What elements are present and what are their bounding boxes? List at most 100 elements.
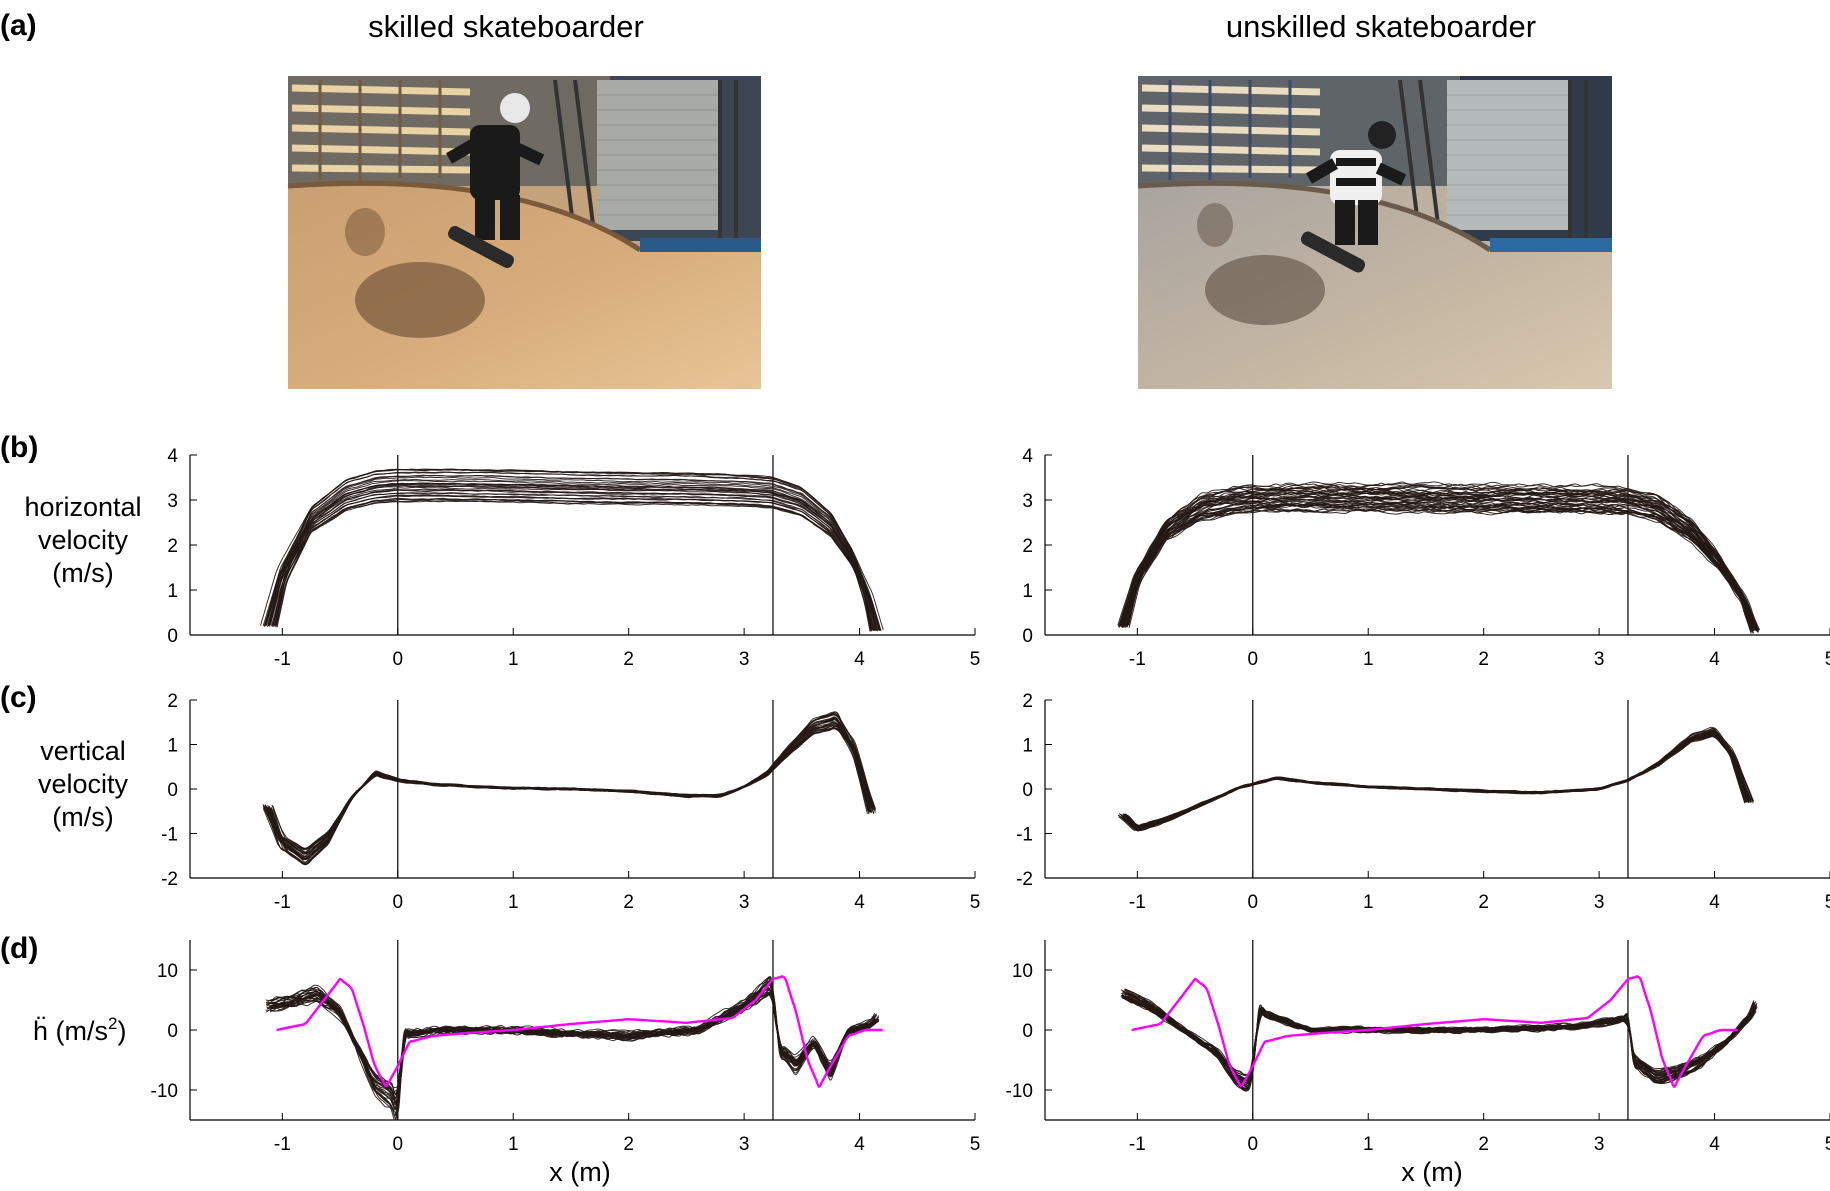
trial-line: [1128, 729, 1746, 830]
trial-line: [267, 495, 879, 632]
y-tick-label: 4: [167, 446, 178, 467]
trial-line: [1123, 733, 1750, 828]
plot-horizontal-velocity-unskilled: 0 1 2 3 4 -1 0 1 2 3 4 5: [1022, 446, 1830, 670]
x-tick-label: 2: [1478, 1134, 1489, 1155]
trial-line: [264, 494, 881, 632]
x-tick-label: 3: [739, 1134, 750, 1155]
y-tick-label: -10: [1006, 1081, 1033, 1102]
x-tick-label: 1: [1363, 892, 1374, 913]
x-tick-label: -1: [1129, 1134, 1146, 1155]
trial-line: [1122, 993, 1757, 1081]
trial-line: [268, 486, 877, 631]
x-tick-label: 0: [1248, 1134, 1259, 1155]
trial-line: [260, 468, 884, 631]
trial-line: [1125, 995, 1754, 1079]
trial-line: [1126, 729, 1747, 831]
x-tick-label: 2: [623, 649, 634, 670]
trial-line: [268, 485, 878, 631]
y-tick-label: 1: [1022, 581, 1033, 602]
trial-line: [1124, 735, 1749, 827]
trial-line: [1121, 727, 1751, 832]
row-label-acceleration: ḧ (m/s2): [33, 1014, 126, 1046]
trial-line: [1122, 734, 1751, 828]
y-tick-label: 3: [167, 491, 178, 512]
x-axis-title-unskilled: x (m): [1401, 1157, 1462, 1187]
trial-line: [272, 494, 874, 631]
trial-line: [262, 482, 882, 632]
y-tick-label: 0: [1022, 626, 1033, 647]
x-tick-label: 0: [393, 892, 404, 913]
trial-line: [1124, 488, 1755, 632]
trial-line: [1120, 732, 1752, 829]
trial-line: [266, 976, 879, 1111]
trial-line: [1118, 734, 1754, 828]
trial-line: [1122, 736, 1750, 828]
panel-label-d: (d): [0, 932, 38, 965]
column-title-unskilled: unskilled skateboarder: [1226, 9, 1536, 44]
trial-line: [270, 987, 876, 1099]
plot-vertical-velocity-skilled: -2 -1 0 1 2 -1 0 1 2 3 4 5: [161, 691, 980, 913]
x-tick-label: 4: [854, 1134, 865, 1155]
trial-line: [1120, 730, 1753, 831]
y-tick-label: 2: [167, 536, 178, 557]
trial-line: [1125, 998, 1755, 1077]
trial-line: [1124, 994, 1755, 1082]
trial-line: [1123, 735, 1750, 827]
trial-line: [1126, 496, 1753, 633]
trial-line: [1121, 996, 1757, 1080]
x-tick-label: 2: [1478, 649, 1489, 670]
trial-line: [264, 471, 881, 631]
y-tick-label: 0: [1022, 1021, 1033, 1042]
trial-line: [276, 498, 871, 632]
panel-label-b: (b): [0, 431, 38, 464]
trial-line: [270, 988, 876, 1103]
column-title-skilled: skilled skateboarder: [368, 9, 644, 44]
trial-line: [1123, 489, 1756, 631]
y-tick-label: 0: [167, 626, 178, 647]
x-tick-label: 0: [393, 649, 404, 670]
trial-line: [1125, 484, 1754, 634]
trial-line: [1123, 997, 1755, 1076]
x-tick-label: 1: [508, 649, 519, 670]
y-tick-label: 10: [157, 961, 178, 982]
trial-line: [1120, 734, 1752, 827]
trial-line: [267, 725, 873, 850]
trial-line: [1125, 495, 1754, 632]
trial-line: [269, 984, 877, 1108]
row-label-horizontal-velocity: horizontal velocity (m/s): [24, 492, 141, 588]
x-tick-label: 4: [1709, 892, 1720, 913]
trial-line: [269, 993, 876, 1099]
trial-line: [1123, 726, 1750, 832]
x-tick-label: -1: [274, 1134, 291, 1155]
panel-label-c: (c): [0, 681, 37, 714]
trial-line: [270, 992, 876, 1096]
y-tick-label: 0: [167, 1021, 178, 1042]
trial-line: [1121, 997, 1757, 1080]
trial-line: [271, 497, 875, 631]
trial-line: [1117, 734, 1754, 829]
trial-line: [263, 489, 881, 631]
trial-line: [1125, 998, 1754, 1077]
x-tick-label: 5: [970, 649, 981, 670]
trial-line: [1123, 732, 1750, 829]
trial-line: [269, 988, 877, 1100]
x-tick-label: -1: [1129, 892, 1146, 913]
y-tick-label: 0: [1022, 780, 1033, 801]
trial-line: [1124, 734, 1749, 828]
x-tick-label: 5: [970, 1134, 981, 1155]
trial-line: [1124, 730, 1749, 831]
trial-line: [275, 476, 872, 631]
trial-line: [1123, 506, 1756, 631]
trial-line: [1121, 730, 1752, 829]
x-tick-label: 0: [1248, 892, 1259, 913]
model-curve: [276, 975, 883, 1088]
trial-line: [268, 980, 877, 1116]
trial-line: [269, 499, 877, 631]
trial-line: [1121, 731, 1751, 829]
x-tick-label: 5: [970, 892, 981, 913]
x-tick-label: 5: [1825, 1134, 1830, 1155]
y-tick-label: -2: [1016, 869, 1033, 890]
trial-line: [1127, 731, 1747, 829]
x-tick-label: 4: [1709, 1134, 1720, 1155]
y-tick-label: 2: [1022, 691, 1033, 712]
